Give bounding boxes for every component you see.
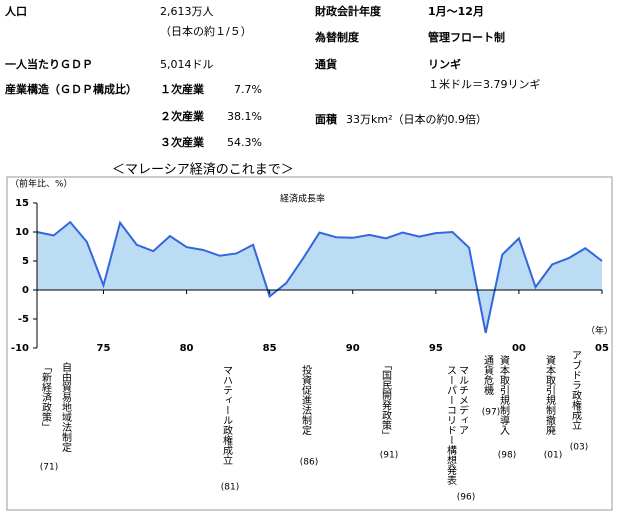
annotation-year: (96) — [457, 493, 475, 503]
note: １米ドル＝3.79リンギ — [428, 78, 541, 91]
annotation-year: (01) — [544, 451, 562, 461]
industry-share: 7.7% — [234, 83, 262, 96]
annotation: 資本取引規制導入 — [498, 355, 510, 436]
value: 管理フロート制 — [428, 30, 505, 44]
y-tick-label: 5 — [22, 256, 29, 267]
value: 1月～12月 — [428, 5, 484, 18]
value: 5,014ドル — [160, 58, 214, 71]
industry-name: ３次産業 — [160, 135, 205, 149]
annotation: 投資促進法制定 — [300, 364, 312, 436]
annotation: 「新経済政策」 — [40, 362, 52, 432]
annotation: 「国民開発政策」 — [380, 360, 392, 440]
series-label: 経済成長率 — [280, 193, 325, 205]
label: 面積 — [315, 112, 338, 126]
annotation: 資本取引規制撤廃 — [544, 355, 556, 436]
value: 33万km²（日本の約0.9倍） — [346, 112, 487, 126]
y-tick-label: 0 — [22, 285, 29, 296]
annotation: マハティール政権成立 — [221, 365, 233, 465]
label: 財政会計年度 — [314, 4, 382, 18]
value: リンギ — [428, 57, 461, 71]
label: 為替制度 — [315, 30, 360, 44]
x-tick-label: 00 — [512, 343, 526, 354]
x-tick-label: 85 — [263, 343, 277, 354]
annotation: 自由貿易地域法制定 — [60, 361, 72, 453]
chart-title: ＜マレーシア経済のこれまで＞ — [112, 163, 294, 178]
label: 一人当たりＧＤＰ — [5, 57, 93, 71]
y-axis-label: （前年比、%） — [10, 178, 73, 190]
y-tick-label: 15 — [15, 198, 29, 209]
label: 人口 — [4, 5, 27, 18]
annotation: アブドラ政権成立 — [570, 350, 582, 430]
y-tick-label: 10 — [15, 227, 29, 238]
x-tick-label: 90 — [346, 343, 360, 354]
x-tick-label: 80 — [180, 343, 194, 354]
industry-share: 54.3% — [227, 136, 262, 149]
area — [37, 222, 602, 333]
info: 人口 2,613万人 （日本の約１/５） 一人当たりＧＤＰ 5,014ドル 産業… — [4, 4, 541, 149]
industry-share: 38.1% — [227, 110, 262, 123]
value: 2,613万人 — [160, 5, 214, 18]
line — [36, 220, 603, 334]
industry-name: １次産業 — [160, 82, 205, 96]
label: 産業構造（ＧＤＰ構成比） — [5, 82, 137, 96]
annotation-year: (71) — [40, 463, 58, 473]
label: 通貨 — [315, 57, 337, 71]
annotation-year: (97) — [482, 408, 500, 418]
y-tick-label: -10 — [11, 343, 29, 354]
annotation: 通貨危機 — [482, 355, 494, 395]
annotation: スーパーコリドー構想発表 — [445, 365, 457, 486]
industry-name: ２次産業 — [160, 109, 205, 123]
x-tick-label: 75 — [97, 343, 111, 354]
annotation: マルチメディア — [457, 365, 469, 435]
x-tick-label: 95 — [429, 343, 443, 354]
note: （日本の約１/５） — [160, 24, 252, 38]
annotation-year: (03) — [570, 443, 588, 453]
chart-frame — [6, 176, 613, 511]
annotation-year: (81) — [221, 483, 239, 493]
annotation-year: (98) — [498, 451, 516, 461]
x-tick-label: 05 — [595, 343, 609, 354]
annotation-year: (86) — [300, 458, 318, 468]
y-tick-label: -5 — [18, 314, 29, 325]
x-axis-label: （年） — [586, 325, 613, 337]
annotation-year: (91) — [380, 451, 398, 461]
